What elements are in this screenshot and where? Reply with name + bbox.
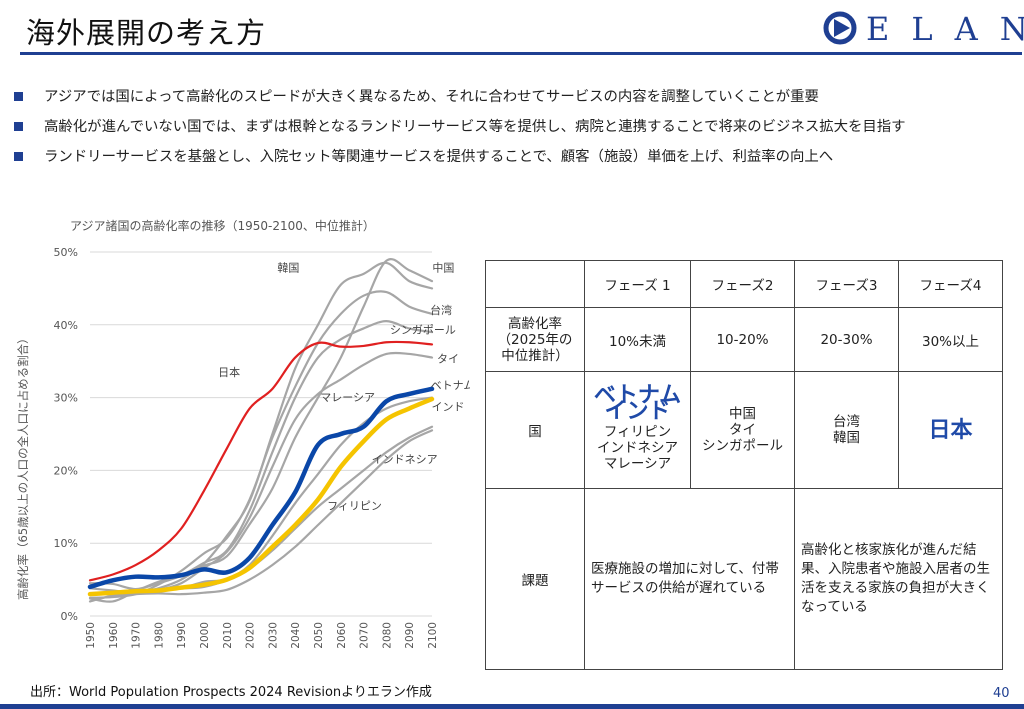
country-name: 中国 [729,406,756,422]
x-tick-label: 2010 [222,622,234,649]
x-tick-label: 1980 [153,622,165,649]
countries-phase1: ベトナム インド フィリピン インドネシア マレーシア [584,371,691,489]
x-tick-label: 2070 [359,622,371,649]
series-line [88,320,434,603]
y-tick-label: 0% [61,610,78,623]
series-label: マレーシア [320,391,375,404]
elan-logo: ELAN [822,8,1024,48]
table-header-empty [485,260,585,308]
y-tick-label: 20% [54,464,78,477]
series-line [87,386,435,590]
bullet-square-icon [14,152,23,161]
issue-phase3-4: 高齢化と核家族化が進んだ結果、入院患者や施設入居者の生活を支える家族の負担が大き… [794,488,1003,670]
series-label: フィリピン [327,500,382,513]
series-label: 中国 [432,262,454,275]
bullet-text: アジアでは国によって高齢化のスピードが大きく異なるため、それに合わせてサービスの… [44,89,819,105]
y-tick-label: 50% [54,246,78,259]
x-tick-label: 2030 [267,622,279,649]
country-name: 台湾 [833,414,860,430]
bullet-text: 高齢化が進んでいない国では、まずは根幹となるランドリーサービス等を提供し、病院と… [44,119,906,135]
country-name: シンガポール [702,438,783,454]
series-label: ベトナム [431,379,470,392]
x-tick-label: 2000 [199,622,211,649]
rate-phase2: 10-20% [690,307,795,372]
series-label: インドネシア [372,453,438,466]
rate-phase4: 30%以上 [898,307,1003,372]
bullet-text: ランドリーサービスを基盤とし、入院セット等関連サービスを提供することで、顧客（施… [44,149,834,165]
series-line [88,340,434,582]
title-divider [20,52,1022,55]
y-tick-label: 10% [54,537,78,550]
phase-table: フェーズ 1 フェーズ2 フェーズ3 フェーズ4 高齢化率 （2025年の 中位… [485,260,1003,670]
bullet-item: アジアでは国によって高齢化のスピードが大きく異なるため、それに合わせてサービスの… [14,88,1014,118]
country-name: タイ [729,422,756,438]
x-tick-label: 2100 [427,622,439,649]
issue-row-label: 課題 [485,488,585,670]
bottom-bar [0,704,1024,709]
series-label: シンガポール [390,324,456,337]
country-major: ベトナム [593,383,682,408]
rate-label-line: 高齢化率 [508,315,562,332]
logo-mark-icon [823,11,857,45]
table-header-phase2: フェーズ2 [690,260,795,308]
countries-phase3: 台湾 韓国 [794,371,899,489]
bullet-item: 高齢化が進んでいない国では、まずは根幹となるランドリーサービス等を提供し、病院と… [14,118,1014,148]
series-line [87,396,435,597]
aging-rate-chart-svg: アジア諸国の高齢化率の推移（1950-2100、中位推計） 高齢化率（65歳以上… [16,218,474,649]
source-note: 出所：World Population Prospects 2024 Revis… [30,685,432,700]
rate-label-line: 中位推計） [501,347,569,364]
country-major: インド [604,399,671,424]
rate-row-label: 高齢化率 （2025年の 中位推計） [485,307,585,372]
country-minor: フィリピン [603,424,672,440]
bullet-square-icon [14,122,23,131]
issue-phase1-2: 医療施設の増加に対して、付帯サービスの供給が遅れている [584,488,795,670]
x-tick-label: 1970 [131,622,143,649]
country-minor: マレーシア [603,456,672,472]
country-name: 韓国 [833,430,860,446]
series-label: 日本 [218,365,240,379]
x-tick-label: 2040 [290,622,302,649]
bullet-list: アジアでは国によって高齢化のスピードが大きく異なるため、それに合わせてサービスの… [14,88,1014,178]
series-label: 台湾 [430,303,452,317]
country-minor: インドネシア [597,440,678,456]
x-tick-label: 2060 [336,622,348,649]
bullet-square-icon [14,92,23,101]
aging-rate-chart: アジア諸国の高齢化率の推移（1950-2100、中位推計） 高齢化率（65歳以上… [0,212,474,672]
x-tick-label: 2050 [313,622,325,649]
logo-text: ELAN [866,10,1024,48]
page-title: 海外展開の考え方 [26,16,267,50]
x-tick-label: 1950 [85,622,97,649]
y-tick-label: 30% [54,392,78,405]
page-number: 40 [993,686,1010,701]
x-tick-label: 2080 [381,622,393,649]
series-label: タイ [437,353,459,366]
x-tick-label: 1990 [176,622,188,649]
rate-phase1: 10%未満 [584,307,691,372]
series-line [88,429,434,603]
table-header-phase3: フェーズ3 [794,260,899,308]
x-tick-label: 1960 [108,622,120,649]
rate-label-line: （2025年の [497,331,573,348]
series-label: 韓国 [277,262,299,275]
rate-phase3: 20-30% [794,307,899,372]
x-tick-label: 2090 [404,622,416,649]
x-tick-label: 2020 [245,622,257,649]
series-label: インド [431,401,464,414]
countries-phase2: 中国 タイ シンガポール [690,371,795,489]
country-major: 日本 [928,417,973,443]
table-header-phase1: フェーズ 1 [584,260,691,308]
chart-ylabel: 高齢化率（65歳以上の人口の全人口に占める割合） [16,332,30,600]
table-header-phase4: フェーズ4 [898,260,1003,308]
y-tick-label: 40% [54,319,78,332]
chart-title: アジア諸国の高齢化率の推移（1950-2100、中位推計） [70,218,375,233]
bullet-item: ランドリーサービスを基盤とし、入院セット等関連サービスを提供することで、顧客（施… [14,148,1014,178]
country-row-label: 国 [485,371,585,489]
countries-phase4: 日本 [898,371,1003,489]
